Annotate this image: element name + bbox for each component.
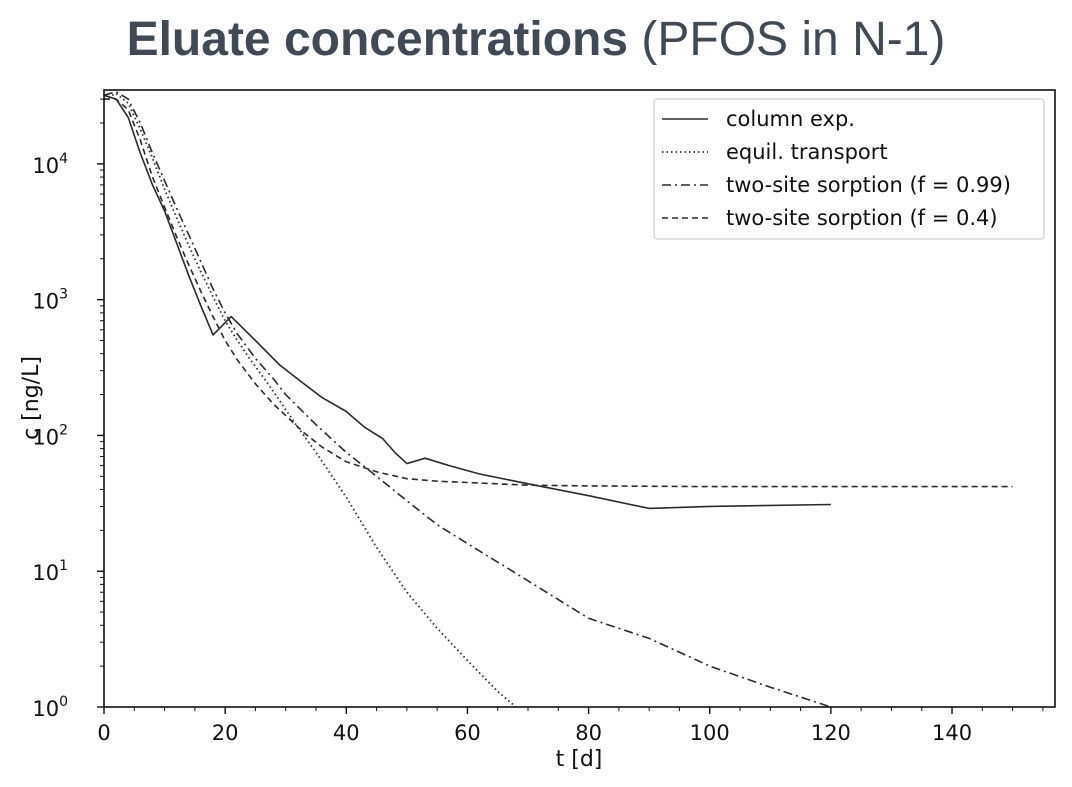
y-tick-exp-0: 0 [59,694,68,710]
legend-label-4: two-site sorption (f = 0.4) [726,206,998,230]
chart-title-sub: (PFOS in N-1) [641,13,946,66]
series-line-1 [103,94,831,510]
y-tick-base-0: 10 [32,697,59,721]
x-axis-label: t [d] [556,747,603,772]
y-tick-label-4: 104 [32,151,68,178]
y-tick-exp-3: 3 [59,287,68,303]
x-tick-label-2: 40 [333,721,360,745]
y-tick-exp-1: 1 [59,558,68,574]
x-tick-label-7: 140 [932,721,972,745]
series-line-4 [104,98,1013,488]
y-tick-label-1: 101 [32,558,68,585]
y-tick-label-2: 102 [32,422,68,449]
y-tick-base-2: 10 [32,425,59,449]
legend-box [653,98,1045,240]
y-tick-base-3: 10 [32,290,59,314]
y-tick-label-3: 103 [32,287,68,314]
legend-label-3: two-site sorption (f = 0.99) [726,173,1011,197]
x-tick-label-5: 100 [690,721,730,745]
x-tick-label-6: 120 [811,721,851,745]
legend-label-1: column exp. [726,107,855,131]
x-tick-label-0: 0 [97,721,110,745]
series-line-3 [103,90,832,708]
y-axis-label: c [ng/L] [19,356,44,440]
y-tick-exp-4: 4 [59,151,68,167]
chart-title-main: Eluate concentrations [126,13,629,66]
y-tick-label-0: 100 [32,694,68,721]
series-line-2 [103,92,517,708]
x-tick-label-3: 60 [454,721,481,745]
x-tick-label-4: 80 [575,721,602,745]
series-layer [103,90,1013,708]
y-tick-base-1: 10 [32,561,59,585]
plot-frame [103,89,1056,708]
chart-title: Eluate concentrations (PFOS in N-1) [0,13,1072,67]
y-tick-exp-2: 2 [59,422,68,438]
x-tick-label-1: 20 [212,721,239,745]
legend: column exp. equil. transport two-site sorp… [653,98,1045,240]
y-tick-base-4: 10 [32,154,59,178]
legend-label-2: equil. transport [726,140,888,164]
